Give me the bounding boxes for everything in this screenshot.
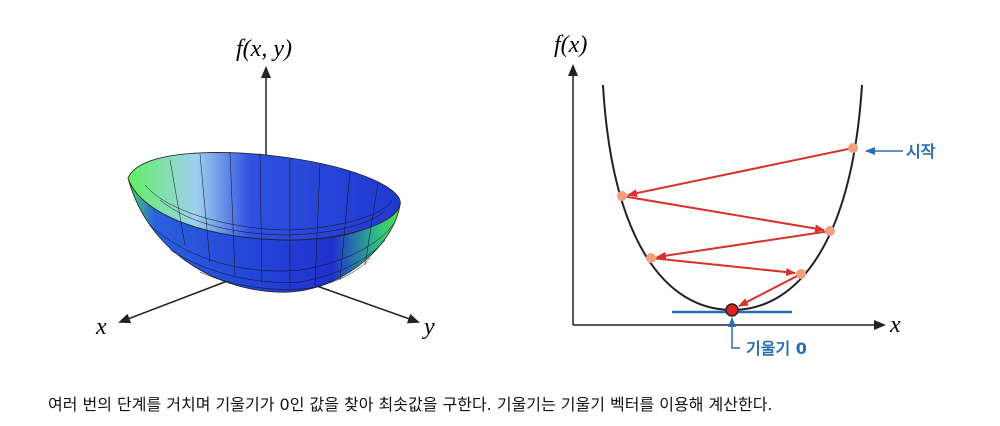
- x-axis: [118, 279, 231, 324]
- bowl-rim: [127, 152, 401, 241]
- min-pointer: [728, 317, 740, 349]
- bowl-diagram: f(x, y) x y: [95, 36, 435, 340]
- caption: 여러 번의 단계를 거치며 기울기가 0인 값을 찾아 최솟값을 구한다. 기울…: [48, 395, 773, 414]
- mesh: [144, 151, 397, 290]
- curve: [602, 84, 863, 312]
- x-axis-label: x: [95, 314, 107, 340]
- x-axis-label: x: [889, 312, 901, 338]
- y-axis: [299, 279, 420, 324]
- step-points: [617, 143, 858, 279]
- y-axis-label: y: [422, 314, 435, 340]
- descent-diagram: f(x) x 시작 기울기 0: [554, 32, 936, 358]
- y-axis-label: f(x): [554, 32, 587, 58]
- minimum-point: [725, 303, 739, 317]
- min-label: 기울기 0: [746, 339, 807, 358]
- steps: [621, 147, 854, 307]
- z-axis-label: f(x, y): [236, 36, 292, 62]
- start-label: 시작: [906, 142, 936, 161]
